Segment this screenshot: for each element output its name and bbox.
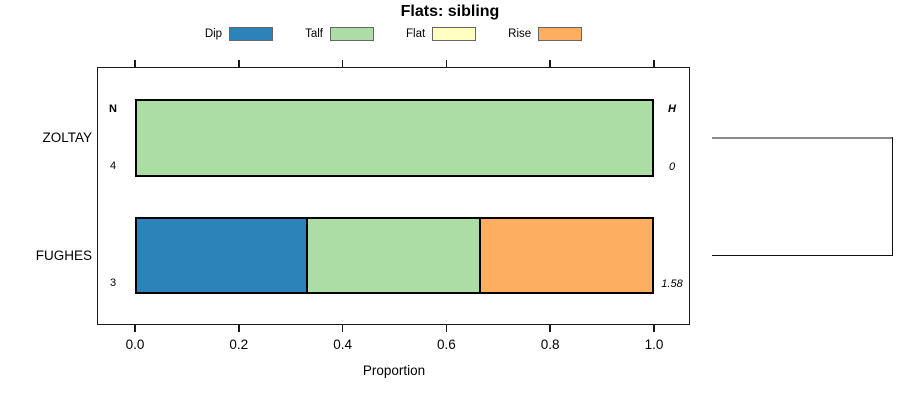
- legend-swatch: [229, 27, 274, 41]
- cluster-branch-fughes: [712, 254, 893, 256]
- legend-swatch: [432, 27, 477, 41]
- row-label-zoltay: ZOLTAY: [42, 130, 92, 145]
- count-column-header: N: [109, 103, 117, 115]
- axis-tick-label: 0.6: [437, 337, 456, 352]
- legend-swatch: [538, 27, 583, 41]
- bar-segment-dip: [135, 217, 308, 294]
- legend-label: Rise: [508, 28, 532, 40]
- x-axis-title: Proportion: [362, 363, 426, 378]
- axis-tick-bottom: [549, 325, 551, 332]
- axis-tick-top: [341, 60, 344, 67]
- legend: Dip Talf Flat Rise: [97, 26, 690, 42]
- legend-item-flat: Flat: [405, 27, 477, 41]
- row-count-value: 3: [109, 277, 117, 289]
- legend-item-rise: Rise: [508, 27, 583, 41]
- axis-tick-bottom: [653, 325, 655, 332]
- axis-tick-label: 1.0: [644, 337, 664, 352]
- legend-label: Talf: [305, 28, 323, 40]
- axis-tick-top: [238, 60, 240, 67]
- legend-item-talf: Talf: [305, 27, 374, 41]
- axis-tick-bottom: [445, 325, 448, 332]
- axis-tick-top: [134, 60, 136, 67]
- legend-label: Dip: [204, 28, 223, 40]
- axis-tick-label: 0.0: [125, 337, 145, 352]
- bar-segment-talf: [135, 99, 654, 177]
- bar-segment-talf: [307, 217, 481, 294]
- axis-tick-top: [653, 60, 655, 67]
- legend-item-dip: Dip: [204, 27, 274, 41]
- axis-tick-bottom: [341, 325, 344, 332]
- bar-segment-rise: [481, 217, 654, 294]
- legend-label: Flat: [405, 28, 426, 40]
- legend-swatch: [329, 27, 374, 41]
- axis-tick-label: 0.2: [229, 337, 249, 352]
- axis-tick-top: [549, 60, 551, 67]
- axis-tick-bottom: [134, 325, 136, 332]
- row-count-value: 4: [109, 160, 117, 172]
- row-label-fughes: FUGHES: [35, 247, 92, 263]
- row-entropy-value: 0: [668, 161, 676, 173]
- axis-tick-label: 0.4: [333, 337, 352, 352]
- cluster-join-line: [891, 137, 893, 256]
- axis-tick-bottom: [238, 325, 240, 332]
- axis-tick-label: 0.8: [540, 337, 560, 352]
- cluster-branch-zoltay: [712, 137, 893, 139]
- row-entropy-value: 1.58: [661, 278, 683, 290]
- axis-tick-top: [445, 60, 448, 67]
- entropy-column-header: H: [668, 103, 676, 115]
- chart-title: Flats: sibling: [400, 3, 500, 20]
